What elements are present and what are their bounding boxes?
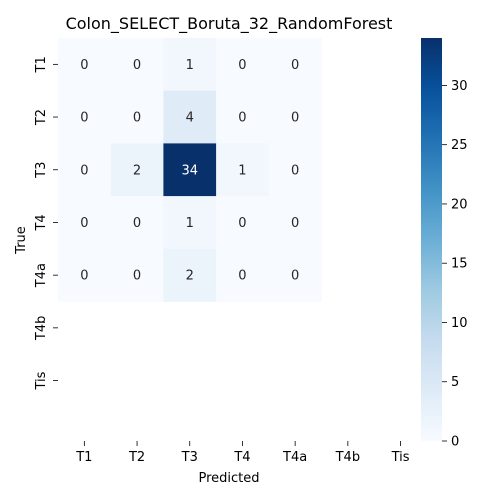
heatmap-cell bbox=[216, 143, 270, 197]
colorbar-tick-label: 25 bbox=[451, 138, 468, 153]
cell-value-label: 0 bbox=[133, 111, 141, 126]
cell-value-label: 0 bbox=[291, 163, 299, 178]
cell-value-label: 0 bbox=[291, 58, 299, 73]
x-tick-label: T3 bbox=[181, 450, 198, 465]
colorbar-ticks: 0 5 10 15 20 25 30 bbox=[442, 79, 468, 450]
cell-value-label: 0 bbox=[238, 111, 246, 126]
colorbar-tick-label: 5 bbox=[451, 375, 459, 390]
cell-value-label: 0 bbox=[80, 163, 88, 178]
chart-title: Colon_SELECT_Boruta_32_RandomForest bbox=[66, 14, 393, 34]
heatmap-cell bbox=[163, 248, 217, 302]
y-axis: T1 T2 T3 T4 T4a T4b Tis bbox=[34, 56, 58, 391]
cell-value-label: 4 bbox=[186, 111, 194, 126]
heatmap-cell bbox=[268, 38, 322, 92]
colorbar-tick-label: 15 bbox=[451, 257, 468, 272]
colorbar-tick-label: 20 bbox=[451, 197, 468, 212]
cell-value-label: 1 bbox=[238, 163, 246, 178]
cell-value-label: 0 bbox=[238, 58, 246, 73]
y-tick-label: T4a bbox=[34, 263, 49, 288]
heatmap-cell bbox=[216, 90, 270, 144]
x-tick-label: T4b bbox=[335, 450, 360, 465]
heatmap-cell bbox=[58, 90, 112, 144]
cell-value-label: 0 bbox=[133, 269, 141, 284]
y-tick-label: T4b bbox=[34, 316, 49, 341]
x-tick-label: T4 bbox=[233, 450, 250, 465]
y-tick-label: Tis bbox=[34, 371, 49, 390]
x-tick-label: Tis bbox=[391, 450, 410, 465]
heatmap-cell bbox=[216, 196, 270, 250]
heatmap-cell bbox=[58, 248, 112, 302]
cell-value-label: 0 bbox=[291, 216, 299, 231]
heatmap-cell bbox=[163, 143, 217, 197]
heatmap-cell bbox=[268, 196, 322, 250]
x-tick-label: T2 bbox=[128, 450, 145, 465]
x-tick-label: T4a bbox=[282, 450, 307, 465]
heatmap-cell bbox=[110, 248, 164, 302]
cell-value-label: 1 bbox=[186, 216, 194, 231]
heatmap-cell bbox=[58, 143, 112, 197]
cell-value-label: 0 bbox=[133, 58, 141, 73]
cell-value-label: 2 bbox=[186, 269, 194, 284]
heatmap-cell bbox=[268, 143, 322, 197]
heatmap-cell bbox=[110, 143, 164, 197]
heatmap-cell bbox=[110, 196, 164, 250]
cell-value-label: 1 bbox=[186, 58, 194, 73]
y-tick-label: T1 bbox=[34, 56, 49, 73]
cell-value-label: 0 bbox=[291, 269, 299, 284]
heatmap-cell bbox=[58, 38, 112, 92]
cell-value-label: 34 bbox=[181, 163, 198, 178]
heatmap-cell bbox=[110, 38, 164, 92]
heatmap-cell bbox=[163, 196, 217, 250]
y-tick-label: T3 bbox=[34, 162, 49, 179]
cell-value-label: 0 bbox=[238, 216, 246, 231]
heatmap-cell bbox=[163, 38, 217, 92]
cell-value-label: 0 bbox=[291, 111, 299, 126]
y-axis-label: True bbox=[14, 226, 29, 255]
heatmap-cell bbox=[163, 90, 217, 144]
heatmap-cell bbox=[268, 90, 322, 144]
cell-value-label: 0 bbox=[80, 216, 88, 231]
heatmap-cells bbox=[58, 38, 322, 302]
colorbar-tick-label: 30 bbox=[451, 79, 468, 94]
heatmap-cell bbox=[216, 38, 270, 92]
cell-value-label: 0 bbox=[238, 269, 246, 284]
heatmap-cell bbox=[216, 248, 270, 302]
colorbar-tick-label: 10 bbox=[451, 316, 468, 331]
heatmap-cell bbox=[268, 248, 322, 302]
x-axis-label: Predicted bbox=[198, 471, 259, 486]
cell-value-label: 0 bbox=[80, 111, 88, 126]
y-tick-label: T4 bbox=[34, 214, 49, 231]
heatmap-cell-labels: 0 0 1 0 0 0 0 4 0 0 0 2 34 1 0 0 0 1 0 0 0 0 2 0 0 bbox=[80, 58, 299, 284]
x-axis: T1 T2 T3 T4 T4a T4b Tis bbox=[75, 441, 410, 465]
x-tick-label: T1 bbox=[75, 450, 92, 465]
colorbar-tick-label: 0 bbox=[451, 435, 459, 450]
cell-value-label: 0 bbox=[80, 269, 88, 284]
heatmap-cell bbox=[58, 196, 112, 250]
cell-value-label: 2 bbox=[133, 163, 141, 178]
heatmap-cell bbox=[110, 90, 164, 144]
cell-value-label: 0 bbox=[133, 216, 141, 231]
colorbar bbox=[421, 38, 442, 441]
cell-value-label: 0 bbox=[80, 58, 88, 73]
y-tick-label: T2 bbox=[34, 109, 49, 126]
